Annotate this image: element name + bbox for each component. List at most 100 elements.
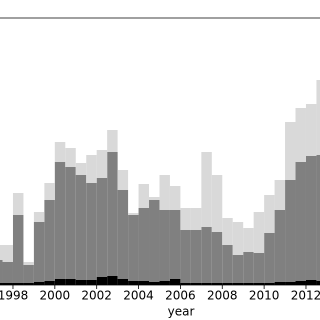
bar bbox=[0, 245, 3, 260]
bar bbox=[107, 276, 118, 285]
bar bbox=[211, 232, 223, 283]
bar bbox=[159, 175, 170, 210]
bar bbox=[264, 195, 275, 233]
bar bbox=[285, 180, 296, 282]
x-tick-label: 2008 bbox=[207, 289, 238, 303]
bar bbox=[264, 283, 275, 285]
bar bbox=[305, 156, 317, 280]
bar bbox=[253, 212, 265, 253]
bar bbox=[117, 190, 129, 279]
bar bbox=[54, 142, 66, 162]
bar bbox=[128, 215, 139, 281]
bar bbox=[305, 280, 317, 285]
bar bbox=[180, 283, 191, 285]
bar bbox=[295, 162, 306, 281]
bar bbox=[2, 245, 13, 262]
bar bbox=[149, 197, 160, 200]
bar bbox=[222, 218, 233, 245]
bar bbox=[44, 281, 55, 285]
bar bbox=[190, 208, 202, 230]
bar bbox=[264, 233, 275, 283]
bar bbox=[159, 210, 170, 281]
bar bbox=[243, 228, 254, 252]
bar bbox=[159, 281, 170, 285]
bar bbox=[96, 150, 108, 178]
bar bbox=[232, 283, 244, 285]
plot-area bbox=[0, 80, 320, 285]
bar bbox=[33, 282, 45, 285]
bar bbox=[138, 281, 150, 285]
bar bbox=[107, 152, 118, 276]
bar bbox=[201, 283, 212, 285]
bar bbox=[138, 208, 150, 281]
bar bbox=[86, 280, 97, 285]
bar bbox=[128, 281, 139, 285]
bar bbox=[201, 152, 212, 227]
bar bbox=[316, 281, 320, 285]
bar bbox=[75, 175, 87, 280]
bar bbox=[169, 210, 181, 279]
bar bbox=[190, 283, 202, 285]
bar bbox=[305, 104, 317, 156]
bar bbox=[180, 208, 191, 230]
bar bbox=[65, 148, 76, 167]
bar bbox=[44, 200, 55, 281]
x-tick-label: 2004 bbox=[123, 289, 154, 303]
bar bbox=[33, 212, 45, 222]
bar bbox=[96, 178, 108, 277]
bar bbox=[149, 200, 160, 282]
bar bbox=[253, 283, 265, 285]
bar bbox=[211, 175, 223, 232]
bar bbox=[96, 277, 108, 285]
bar bbox=[253, 253, 265, 283]
bar bbox=[295, 281, 306, 285]
bar bbox=[107, 130, 118, 152]
bar bbox=[86, 155, 97, 183]
bar bbox=[222, 245, 233, 283]
x-tick-label: 2010 bbox=[249, 289, 280, 303]
bar bbox=[12, 215, 24, 283]
bar bbox=[12, 283, 24, 285]
bar bbox=[0, 260, 3, 283]
bar bbox=[274, 210, 286, 282]
bar bbox=[285, 122, 296, 180]
bar bbox=[128, 213, 139, 215]
bar bbox=[232, 222, 244, 255]
bar bbox=[65, 167, 76, 279]
bar bbox=[295, 108, 306, 162]
bar bbox=[75, 280, 87, 285]
bar bbox=[243, 283, 254, 285]
x-tick-label: 2012 bbox=[291, 289, 320, 303]
x-axis-label: year bbox=[168, 305, 195, 319]
bar bbox=[86, 183, 97, 280]
bar bbox=[33, 222, 45, 282]
bar bbox=[23, 265, 34, 283]
bar bbox=[75, 163, 87, 175]
bar bbox=[54, 162, 66, 279]
bar bbox=[23, 283, 34, 285]
x-tick-label: 2006 bbox=[165, 289, 196, 303]
x-tick-label: 1998 bbox=[0, 289, 28, 303]
bar bbox=[243, 252, 254, 283]
bar bbox=[54, 279, 66, 285]
bar bbox=[316, 80, 320, 155]
bar bbox=[274, 282, 286, 285]
bar bbox=[211, 283, 223, 285]
bar bbox=[12, 193, 24, 215]
bar bbox=[2, 262, 13, 283]
x-tick-label: 2000 bbox=[40, 289, 71, 303]
bar bbox=[117, 279, 129, 285]
bar bbox=[316, 155, 320, 281]
x-tick-label: 2002 bbox=[81, 289, 112, 303]
bar bbox=[274, 180, 286, 210]
bar bbox=[285, 282, 296, 285]
bar bbox=[0, 283, 3, 285]
bar bbox=[232, 255, 244, 283]
bar bbox=[222, 283, 233, 285]
bar bbox=[169, 279, 181, 285]
bar bbox=[169, 186, 181, 210]
bar bbox=[2, 283, 13, 285]
bar bbox=[180, 230, 191, 283]
bar bbox=[65, 279, 76, 285]
